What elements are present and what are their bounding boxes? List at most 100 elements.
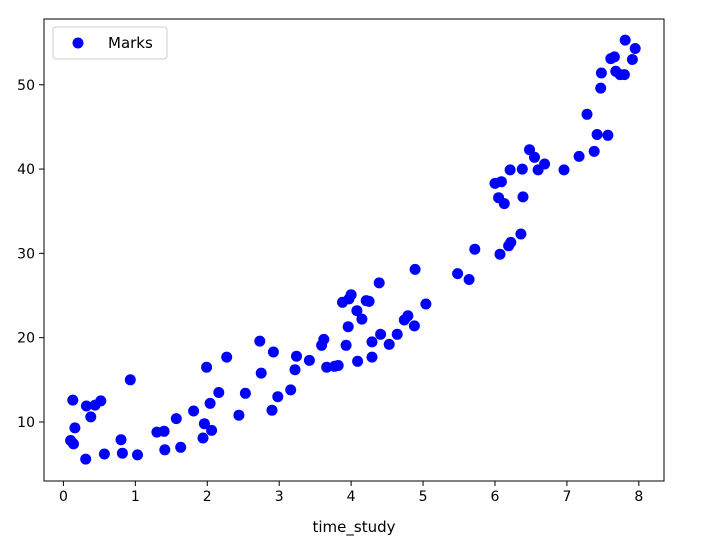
x-tick-label: 1	[131, 489, 140, 505]
data-point	[170, 413, 182, 425]
data-point	[375, 328, 387, 340]
legend-label: Marks	[108, 34, 153, 52]
data-point	[68, 438, 79, 450]
data-point	[356, 313, 368, 325]
data-point	[340, 339, 352, 351]
data-point	[573, 150, 585, 162]
data-point	[517, 191, 529, 203]
data-point	[608, 51, 620, 63]
data-point	[366, 336, 378, 348]
legend-marker	[72, 37, 84, 49]
data-point	[629, 43, 641, 54]
data-point	[239, 387, 251, 399]
x-tick-label: 2	[203, 489, 212, 505]
data-point	[402, 310, 414, 322]
data-point	[383, 338, 395, 350]
data-point	[213, 387, 225, 398]
data-point	[408, 320, 420, 332]
data-point	[221, 351, 233, 363]
data-point	[352, 355, 364, 367]
data-point	[85, 411, 97, 423]
data-point	[391, 328, 403, 340]
data-point	[515, 228, 527, 240]
x-axis-label: time_study	[313, 518, 396, 537]
x-tick-label: 5	[419, 489, 428, 505]
data-point	[505, 236, 517, 248]
data-point	[494, 248, 506, 260]
data-point	[254, 335, 266, 347]
y-tick-label: 20	[17, 331, 35, 347]
data-point	[201, 361, 213, 373]
data-point	[619, 34, 631, 46]
data-point	[558, 164, 570, 176]
y-tick-label: 30	[17, 246, 35, 262]
data-point	[197, 432, 209, 444]
data-point	[206, 424, 218, 436]
data-point	[159, 444, 171, 456]
data-point	[345, 289, 357, 301]
data-point	[318, 333, 330, 345]
x-tick-label: 4	[347, 489, 356, 505]
data-point	[498, 198, 510, 210]
data-point	[267, 346, 279, 358]
data-point	[285, 384, 297, 396]
legend: Marks	[52, 26, 168, 60]
data-point	[266, 404, 278, 416]
plot-frame	[43, 18, 665, 482]
data-point	[452, 268, 464, 280]
data-point	[115, 434, 127, 446]
data-point	[595, 67, 607, 79]
data-point	[529, 151, 540, 163]
data-point	[539, 158, 551, 170]
data-point	[272, 391, 284, 403]
data-point	[626, 54, 638, 65]
axis-ticks: 0 1 2 3 4 5 6 7 8 10 20 30 40 50	[17, 78, 643, 505]
data-point	[158, 425, 170, 437]
data-point	[188, 405, 200, 417]
data-point	[124, 374, 136, 386]
data-point	[602, 129, 614, 141]
x-tick-label: 6	[491, 489, 500, 505]
y-tick-label: 40	[17, 162, 35, 178]
data-point	[516, 163, 528, 175]
plot-area	[44, 19, 664, 481]
data-point	[95, 395, 107, 407]
data-point	[363, 295, 375, 307]
data-point	[373, 277, 385, 289]
x-tick-label: 8	[634, 489, 643, 505]
data-point	[303, 354, 315, 366]
data-point	[351, 305, 363, 317]
data-point	[409, 263, 421, 275]
data-point	[591, 129, 603, 140]
data-point	[80, 400, 92, 412]
data-point	[469, 243, 481, 255]
data-point	[80, 453, 92, 465]
data-point	[342, 321, 354, 333]
data-point	[255, 367, 267, 379]
data-point	[116, 447, 128, 459]
data-point	[204, 397, 216, 409]
data-point	[98, 448, 110, 460]
data-point	[289, 364, 301, 376]
data-points	[65, 34, 641, 465]
data-point	[420, 298, 432, 310]
data-point	[69, 422, 81, 434]
x-tick-label: 0	[59, 489, 68, 505]
legend-box	[52, 26, 168, 60]
data-point	[581, 108, 593, 120]
data-point	[233, 409, 245, 421]
data-point	[67, 394, 79, 406]
data-point	[198, 418, 210, 430]
data-point	[618, 69, 630, 81]
data-point	[595, 82, 607, 94]
y-tick-label: 10	[17, 415, 35, 431]
data-point	[332, 360, 344, 371]
y-tick-label: 50	[17, 78, 35, 94]
data-point	[504, 164, 516, 176]
data-point	[366, 351, 378, 363]
data-point	[175, 441, 187, 453]
data-point	[588, 145, 600, 157]
data-point	[132, 449, 143, 461]
